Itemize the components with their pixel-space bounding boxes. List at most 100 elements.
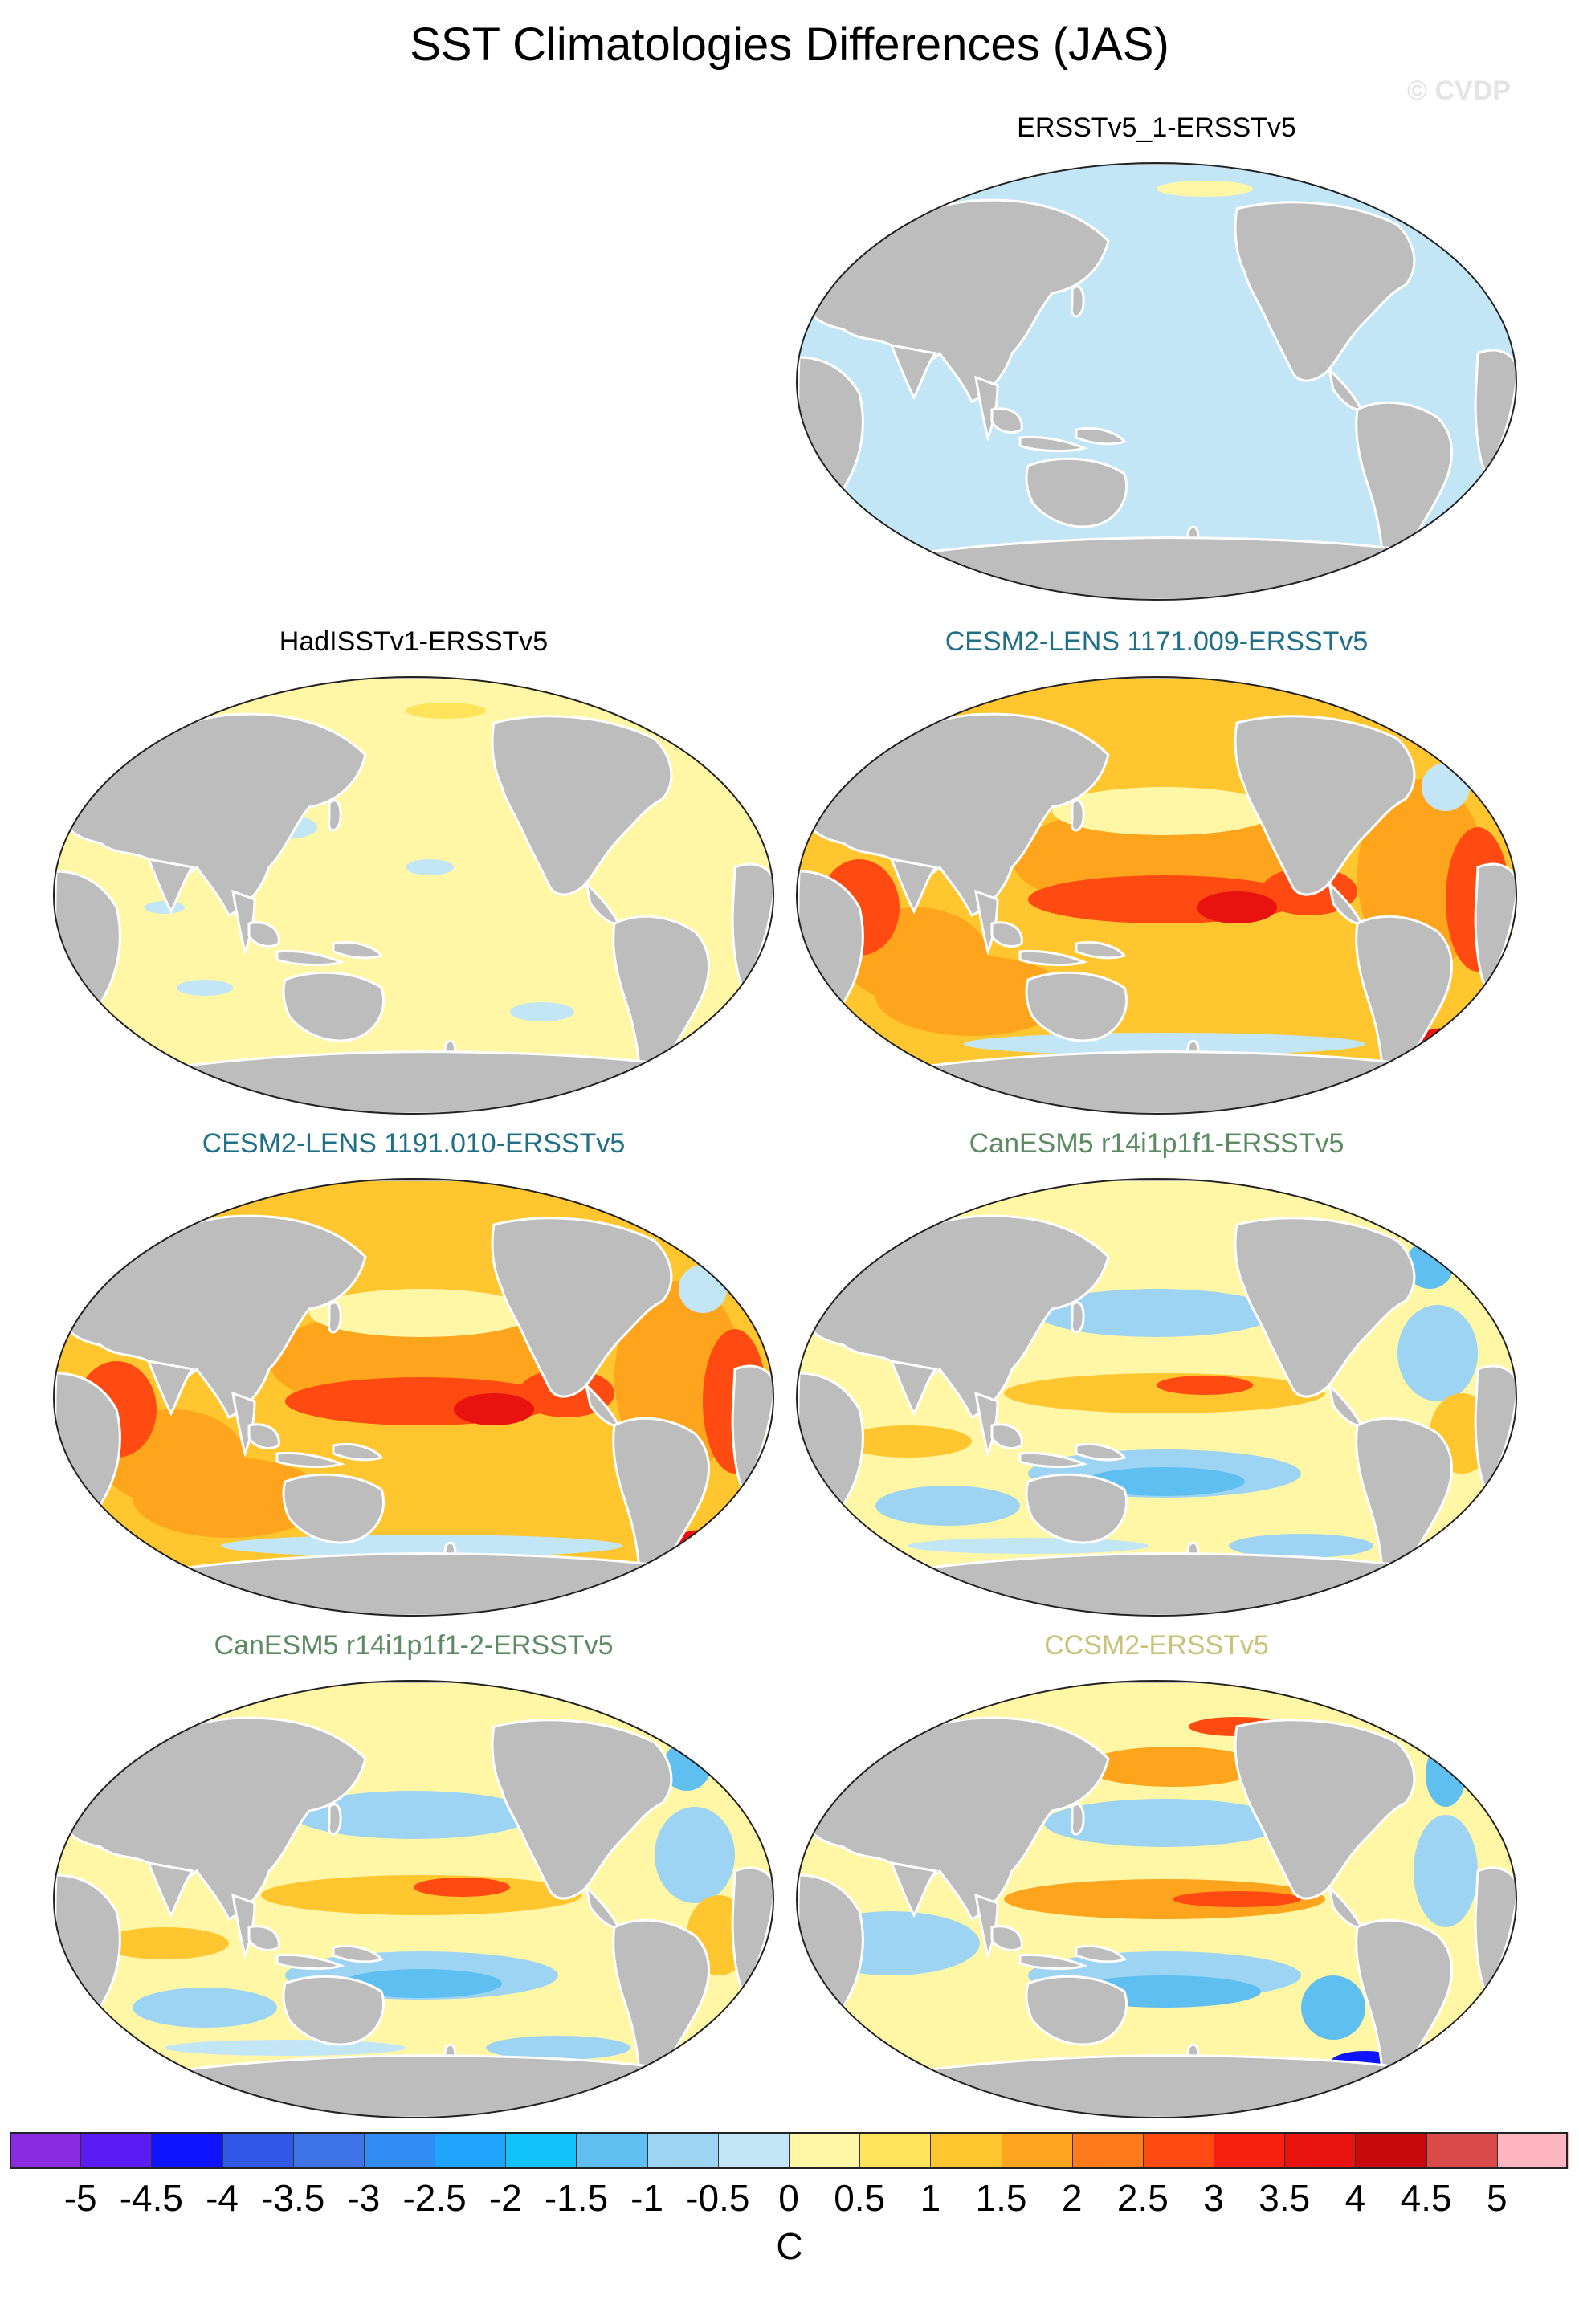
- world-map: [796, 1680, 1517, 2118]
- landmass: [1025, 971, 1128, 1042]
- landmass: [137, 1050, 714, 1114]
- landmass: [327, 1301, 342, 1334]
- sst-anomaly-region: [406, 703, 486, 719]
- colorbar-tick-label: -2.5: [402, 2177, 467, 2219]
- colorbar-tick-label: 2: [1061, 2177, 1083, 2219]
- landmass: [748, 1764, 773, 1834]
- landmass: [1234, 1719, 1416, 1900]
- sst-anomaly-region: [683, 1728, 723, 1757]
- colorbar-units: C: [776, 2225, 803, 2267]
- map-panel-ersstv5-1: ERSSTv5_1-ERSSTv5: [787, 112, 1526, 610]
- landmass: [59, 1214, 367, 1420]
- landmass: [1474, 1866, 1516, 1994]
- world-map: [53, 1680, 774, 2118]
- colorbar-box: [151, 2132, 223, 2169]
- panel-title: CESM2-LENS 1171.009-ERSSTv5: [945, 626, 1369, 657]
- landmass: [1426, 1186, 1491, 1245]
- landmass: [990, 921, 1023, 948]
- sst-anomaly-region: [510, 1002, 574, 1021]
- landmass: [880, 536, 1457, 600]
- landmass: [1491, 1764, 1516, 1834]
- landmass: [146, 858, 195, 915]
- sst-anomaly-region: [133, 1988, 277, 2028]
- colorbar-box: [647, 2132, 719, 2169]
- landmass: [731, 1364, 773, 1492]
- landmass: [146, 1861, 195, 1918]
- landmass: [1491, 1262, 1516, 1332]
- landmass: [1018, 435, 1088, 453]
- landmass: [282, 1975, 386, 2046]
- polar-land: [797, 677, 1516, 679]
- colorbar-tick-label: -4.5: [119, 2177, 183, 2219]
- sst-anomaly-region: [486, 2036, 630, 2060]
- colorbar-tick-label: -5: [63, 2177, 97, 2219]
- landmass: [59, 1716, 367, 1922]
- landmass: [802, 712, 1110, 918]
- panel-title: CanESM5 r14i1p1f1-2-ERSSTv5: [214, 1630, 614, 1661]
- landmass: [1070, 285, 1085, 318]
- landmass: [282, 971, 386, 1042]
- landmass: [1070, 1803, 1085, 1836]
- landmass: [880, 1050, 1457, 1114]
- landmass: [748, 1262, 773, 1332]
- colorbar-tick-label: 0: [778, 2177, 799, 2219]
- map-panel-cesm2-1171: CESM2-LENS 1171.009-ERSSTv5: [787, 626, 1526, 1124]
- polar-land: [797, 1681, 1516, 1683]
- landmass: [1025, 1473, 1128, 1544]
- polar-land: [797, 163, 1516, 165]
- polar-land: [54, 1681, 773, 1683]
- landmass: [247, 1423, 280, 1449]
- sst-anomaly-region: [1197, 891, 1277, 923]
- landmass: [1426, 170, 1491, 229]
- colorbar-box: [1001, 2132, 1073, 2169]
- landmass: [683, 684, 749, 743]
- landmass: [1234, 201, 1416, 382]
- sst-anomaly-region: [1435, 1730, 1464, 1755]
- colorbar-tick-label: 0.5: [834, 2177, 886, 2219]
- landmass: [491, 715, 673, 896]
- sst-anomaly-region: [1036, 1289, 1277, 1337]
- polar-land: [54, 677, 773, 679]
- landmass: [491, 1217, 673, 1398]
- colorbar-box: [1142, 2132, 1215, 2169]
- sst-anomaly-region: [1229, 1534, 1373, 1558]
- landmass: [491, 1719, 673, 1900]
- colorbar-box: [1284, 2132, 1357, 2169]
- colorbar-box: [1426, 2132, 1498, 2169]
- sst-anomaly-region: [309, 1289, 534, 1337]
- panel-title: CCSM2-ERSSTv5: [1044, 1630, 1269, 1661]
- colorbar-tick-label: -1: [630, 2177, 664, 2219]
- colorbar-box: [1496, 2132, 1569, 2169]
- panel-title: CESM2-LENS 1191.010-ERSSTv5: [202, 1128, 626, 1159]
- colorbar-tick-label: 4.5: [1400, 2177, 1452, 2219]
- colorbar-tick-label: -4: [206, 2177, 239, 2219]
- polar-land: [54, 1179, 773, 1181]
- colorbar-box: [1214, 2132, 1286, 2169]
- colorbar-tick-label: 3: [1203, 2177, 1224, 2219]
- landmass: [137, 2054, 714, 2118]
- panel-title: ERSSTv5_1-ERSSTv5: [1017, 112, 1296, 143]
- sst-anomaly-region: [1414, 1815, 1478, 1927]
- colorbar-box: [222, 2132, 294, 2169]
- landmass: [1018, 949, 1088, 967]
- landmass: [247, 1925, 280, 1951]
- landmass: [748, 760, 773, 830]
- landmass: [802, 1214, 1110, 1420]
- colorbar-box: [1071, 2132, 1144, 2169]
- colorbar-tick-label: -3.5: [261, 2177, 325, 2219]
- landmass: [1234, 1217, 1416, 1398]
- landmass: [1491, 247, 1516, 316]
- landmass: [880, 1552, 1457, 1616]
- colorbar-box: [363, 2132, 436, 2169]
- sst-anomaly-region: [655, 1807, 735, 1903]
- sst-anomaly-region: [406, 859, 454, 875]
- landmass: [1018, 1451, 1088, 1469]
- colorbar-tick-label: 1.5: [975, 2177, 1027, 2219]
- sst-anomaly-region: [454, 1393, 534, 1425]
- colorbar-box: [1355, 2132, 1427, 2169]
- landmass: [1025, 1975, 1128, 2046]
- sst-anomaly-region: [261, 1875, 582, 1915]
- landmass: [1426, 684, 1491, 743]
- landmass: [1426, 1688, 1491, 1747]
- landmass: [282, 1473, 386, 1544]
